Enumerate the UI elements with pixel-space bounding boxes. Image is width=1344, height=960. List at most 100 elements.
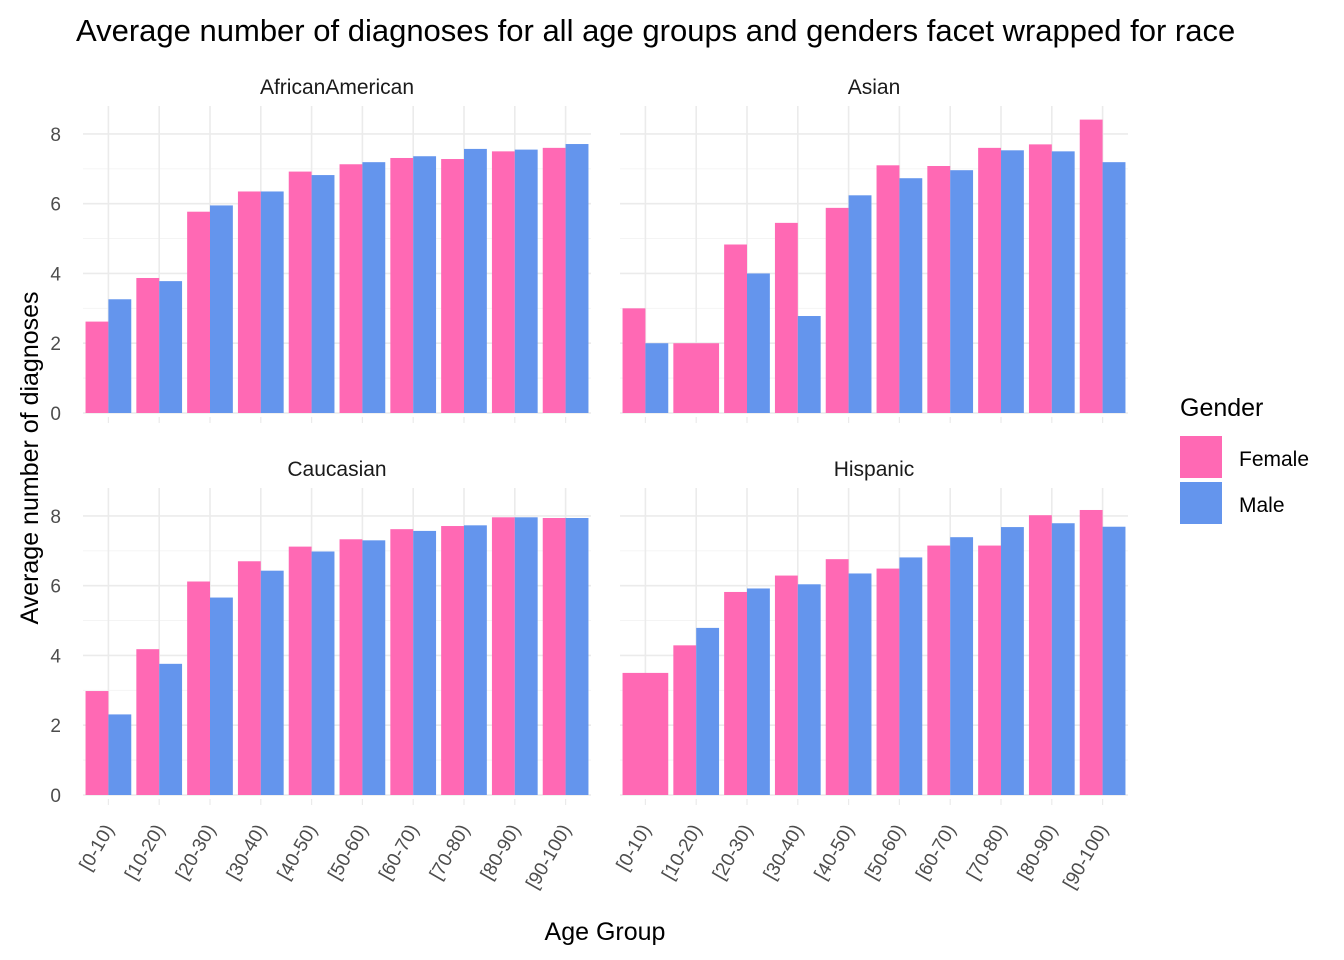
bar-caucasian-male-10-20 — [159, 663, 183, 795]
bar-africanamerican-female-80-90 — [491, 151, 515, 413]
x-tick-label: [40-50) — [274, 821, 322, 884]
bar-hispanic-male-60-70 — [950, 537, 974, 795]
bar-hispanic-female-10-20 — [673, 645, 697, 795]
y-tick-label: 8 — [50, 507, 61, 528]
bar-hispanic-male-50-60 — [899, 557, 923, 795]
x-tick-label: [90-100) — [1059, 821, 1113, 893]
bar-africanamerican-male-10-20 — [159, 281, 183, 413]
bar-hispanic-female-30-40 — [774, 575, 798, 795]
bar-africanamerican-female-60-70 — [390, 157, 414, 413]
bar-caucasian-female-40-50 — [288, 546, 312, 795]
bar-asian-female-70-80 — [978, 147, 1001, 413]
bar-hispanic-male-90-100 — [1102, 526, 1126, 795]
bar-asian-male-70-80 — [1001, 150, 1024, 414]
bar-caucasian-female-80-90 — [491, 517, 515, 795]
bar-asian-male-40-50 — [848, 195, 872, 413]
bar-africanamerican-female-70-80 — [441, 159, 464, 413]
bar-asian-female-80-90 — [1028, 144, 1052, 413]
y-tick-label: 4 — [50, 646, 61, 667]
bar-africanamerican-male-20-30 — [210, 205, 233, 413]
bar-hispanic-female-80-90 — [1028, 515, 1052, 795]
y-tick-label: 4 — [50, 264, 61, 285]
y-tick-label: 6 — [50, 195, 61, 216]
bar-hispanic-male-30-40 — [797, 584, 821, 795]
bar-caucasian-female-30-40 — [237, 561, 261, 795]
bar-caucasian-female-10-20 — [136, 649, 160, 795]
bar-asian-male-90-100 — [1102, 162, 1126, 413]
bar-caucasian-female-50-60 — [339, 539, 363, 795]
bar-caucasian-male-90-100 — [565, 518, 589, 795]
facet-strip-label: Caucasian — [287, 458, 386, 481]
bar-asian-male-50-60 — [899, 178, 923, 413]
bar-africanamerican-male-30-40 — [260, 191, 284, 413]
bar-caucasian-female-20-30 — [187, 581, 210, 795]
bar-hispanic-female-40-50 — [825, 559, 849, 795]
bar-caucasian-male-50-60 — [362, 540, 386, 795]
bar-africanamerican-female-20-30 — [187, 211, 210, 413]
bar-caucasian-male-70-80 — [464, 525, 487, 795]
bar-caucasian-male-60-70 — [413, 530, 437, 795]
bar-hispanic-male-40-50 — [848, 573, 872, 795]
legend-title: Gender — [1180, 394, 1263, 422]
bar-caucasian-male-20-30 — [210, 597, 233, 795]
bar-caucasian-male-80-90 — [514, 517, 538, 795]
bar-africanamerican-female-30-40 — [237, 191, 261, 413]
y-tick-label: 2 — [50, 716, 61, 737]
x-tick-label: [30-40) — [760, 821, 808, 884]
facet-strip-label: Hispanic — [834, 458, 915, 481]
bar-caucasian-female-70-80 — [441, 526, 464, 795]
bar-africanamerican-male-40-50 — [311, 175, 335, 413]
x-tick-label: [70-80) — [426, 821, 474, 884]
bar-hispanic-female-50-60 — [876, 568, 900, 795]
facet-panels: AfricanAmerican 0 2 4 6 8 Asian Caucasian 0 2 4 6 8 [… — [50, 76, 1128, 893]
bar-hispanic-female-90-100 — [1079, 509, 1103, 795]
y-tick-label: 8 — [50, 125, 61, 146]
bar-hispanic-female-0-10 — [622, 672, 669, 795]
bar-asian-male-60-70 — [950, 170, 974, 413]
x-tick-label: [60-70) — [912, 821, 960, 884]
bar-hispanic-female-20-30 — [724, 591, 747, 795]
bar-africanamerican-male-0-10 — [108, 299, 132, 413]
x-tick-label: [20-30) — [709, 821, 757, 884]
bar-africanamerican-female-10-20 — [136, 277, 160, 413]
bar-asian-female-60-70 — [927, 166, 951, 413]
bar-africanamerican-male-70-80 — [464, 148, 487, 414]
bar-africanamerican-female-0-10 — [85, 321, 109, 413]
y-tick-label: 6 — [50, 577, 61, 598]
x-axis-title: Age Group — [545, 918, 666, 946]
x-tick-label: [30-40) — [223, 821, 271, 884]
bar-asian-male-20-30 — [747, 273, 770, 413]
y-tick-label: 0 — [50, 786, 61, 807]
y-tick-label: 2 — [50, 334, 61, 355]
bar-asian-female-0-10 — [622, 308, 646, 413]
legend-label-female: Female — [1239, 448, 1309, 471]
bar-asian-male-80-90 — [1051, 151, 1075, 413]
x-tick-label: [60-70) — [375, 821, 423, 884]
bar-asian-female-50-60 — [876, 165, 900, 413]
bar-africanamerican-female-50-60 — [339, 164, 363, 413]
bar-asian-female-10-20 — [673, 343, 720, 413]
bar-hispanic-male-10-20 — [696, 627, 720, 795]
facet-strip-label: Asian — [848, 76, 901, 99]
bar-asian-male-0-10 — [645, 343, 669, 413]
bar-caucasian-male-30-40 — [260, 570, 284, 795]
y-tick-label: 0 — [50, 404, 61, 425]
bar-africanamerican-female-90-100 — [542, 147, 566, 413]
x-tick-label: [0-10) — [76, 821, 119, 874]
facet-panel-caucasian: Caucasian 0 2 4 6 8 [0-10) [10-20) [20-30) [30-40… — [50, 458, 591, 893]
x-tick-label: [20-30) — [172, 821, 220, 884]
facet-strip-label: AfricanAmerican — [260, 76, 414, 99]
bar-caucasian-female-60-70 — [390, 529, 414, 795]
bar-asian-female-40-50 — [825, 207, 849, 413]
legend: Gender Female Male — [1180, 394, 1309, 524]
legend-label-male: Male — [1239, 494, 1285, 517]
facet-panel-africanamerican: AfricanAmerican 0 2 4 6 8 — [50, 76, 591, 425]
x-tick-label: [40-50) — [811, 821, 859, 884]
bar-caucasian-female-0-10 — [85, 691, 109, 795]
x-tick-label: [70-80) — [963, 821, 1011, 884]
x-tick-label: [80-90) — [1014, 821, 1062, 884]
x-tick-label: [50-60) — [861, 821, 909, 884]
bar-africanamerican-male-80-90 — [514, 149, 538, 413]
x-tick-label: [90-100) — [522, 821, 576, 893]
bar-asian-female-30-40 — [774, 222, 798, 413]
